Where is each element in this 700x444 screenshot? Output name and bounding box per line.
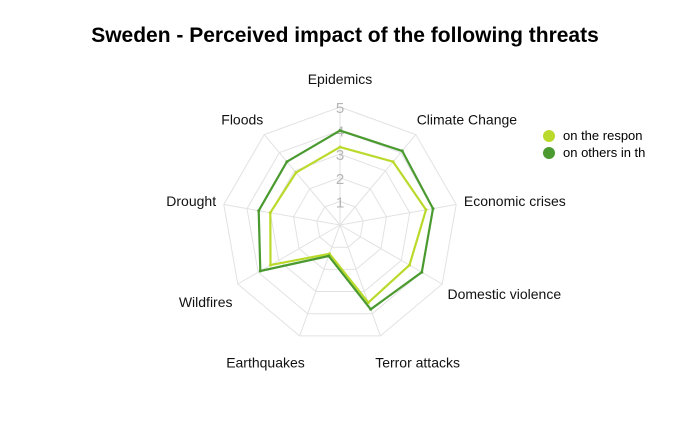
grid-ring [269,153,411,292]
radar-grid [223,106,457,337]
axis-label: Domestic violence [448,286,562,302]
data-point [391,160,395,164]
axis-label: Epidemics [308,71,373,87]
data-point [327,254,331,258]
axis-labels: Epidemics Climate Change Economic crises Do… [166,71,566,371]
data-point [431,207,435,211]
legend-label: on others in th [563,145,646,160]
axis-spoke [339,134,417,226]
data-point [369,307,373,311]
data-point [408,263,411,267]
series-line [269,146,428,304]
data-point [258,269,262,273]
legend: on the respon on others in th [543,127,651,161]
axis-spoke [339,224,443,285]
axis-label: Economic crises [464,193,566,209]
legend-item: on the respon [543,127,651,144]
radial-tick-label: 2 [336,171,344,188]
data-point [366,301,370,305]
series-layer [257,129,435,311]
data-point [285,160,289,164]
radial-tick-labels: 12345 [336,100,344,211]
axis-label: Floods [221,111,263,127]
axis-spoke [223,204,341,226]
grid-ring [223,106,457,337]
legend-swatch [543,146,555,159]
axis-spoke [237,224,341,285]
legend-swatch [543,129,555,142]
data-point [400,149,404,153]
axis-spoke [339,204,457,226]
grid-ring [316,200,364,248]
data-point [294,171,298,175]
radial-tick-label: 5 [336,100,344,117]
legend-label: on the respon [563,128,643,143]
data-point [269,263,272,267]
axis-spoke [263,134,341,226]
data-point [420,270,424,274]
axis-label: Earthquakes [226,355,305,371]
data-point [424,208,428,212]
axis-label: Terror attacks [375,355,460,371]
data-point [338,145,342,149]
data-point [257,209,261,213]
data-point [268,211,272,215]
axis-label: Wildfires [179,294,233,310]
axis-spoke [339,224,381,337]
axis-spoke [299,224,341,337]
series-line [257,129,435,311]
axis-label: Drought [166,193,216,209]
chart-title: Sweden - Perceived impact of the followi… [91,24,599,47]
data-point [338,129,342,133]
legend-item: on others in th [543,144,651,161]
axis-label: Climate Change [417,111,518,127]
radial-tick-label: 3 [336,147,344,164]
radial-tick-label: 1 [336,194,344,211]
